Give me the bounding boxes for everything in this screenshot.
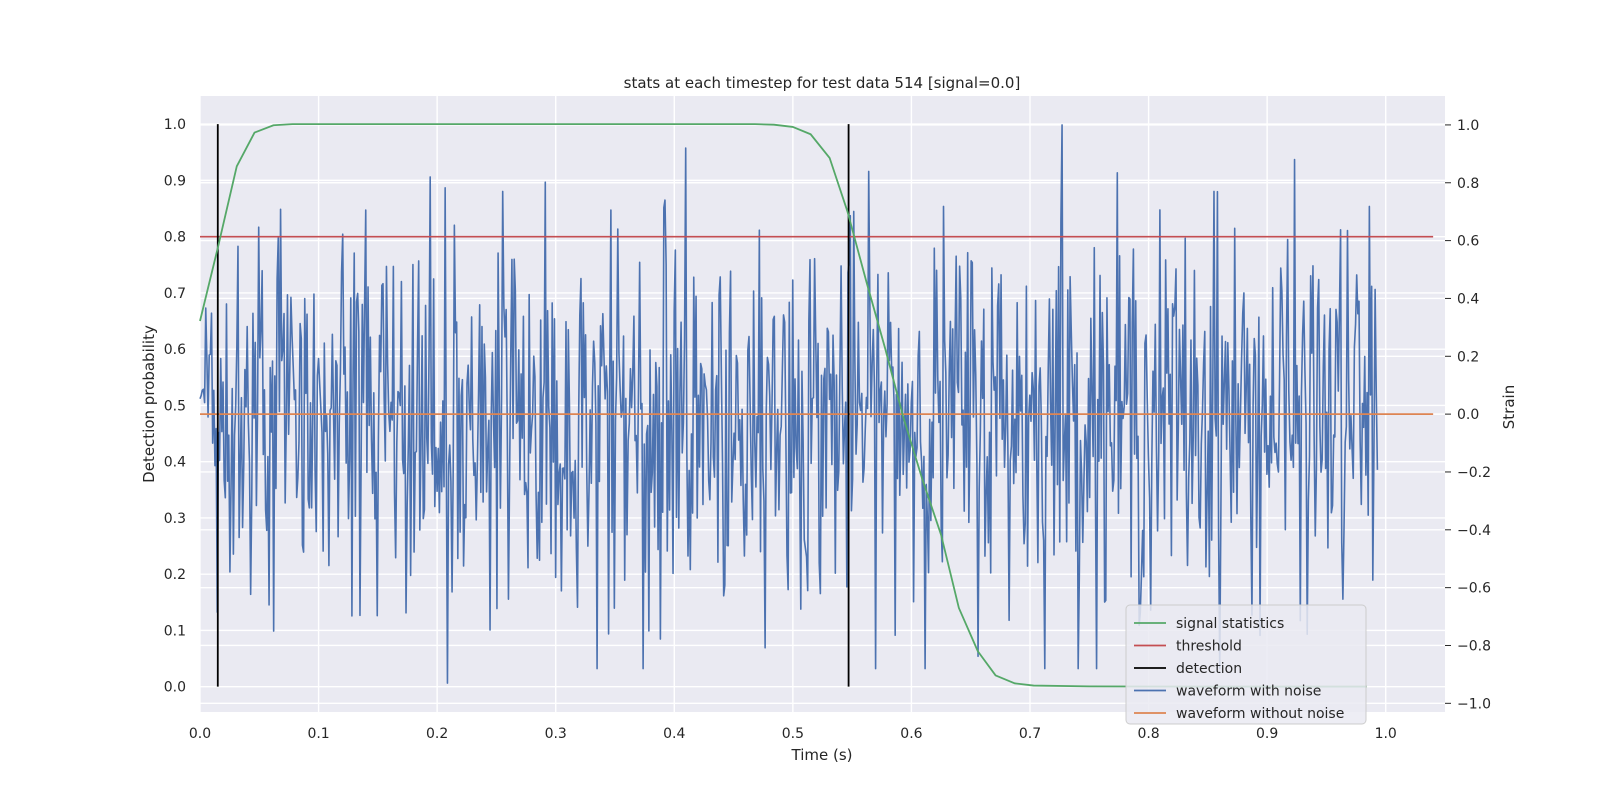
- y2-tick-label: 1.0: [1457, 118, 1479, 134]
- y-tick-label: 0.3: [164, 511, 186, 527]
- ticks: 0.0 0.1 0.2 0.3 0.4 0.5 0.6 0.7 0.8 0.9 1.0 0.0 0.1 0…: [164, 117, 1491, 742]
- y-tick-label: 0.7: [164, 286, 186, 302]
- series-layer: [199, 123, 1434, 688]
- x-tick-label: 0.9: [1256, 726, 1278, 742]
- x-tick-label: 0.5: [782, 726, 804, 742]
- x-tick-label: 1.0: [1375, 726, 1397, 742]
- chart-title: stats at each timestep for test data 514…: [624, 74, 1021, 92]
- y-tick-label: 0.1: [164, 623, 186, 639]
- x-tick-label: 0.8: [1137, 726, 1159, 742]
- x-tick-label: 0.7: [1019, 726, 1041, 742]
- y2-tick-label: −0.8: [1457, 638, 1491, 654]
- x-tick-label: 0.0: [189, 726, 211, 742]
- legend-box: [1125, 604, 1367, 725]
- y-tick-label: 0.0: [164, 680, 186, 696]
- x-tick-label: 0.3: [545, 726, 567, 742]
- legend-label: waveform without noise: [1176, 706, 1344, 722]
- y2-tick-label: −0.2: [1457, 465, 1491, 481]
- y-axis-label: Detection probability: [140, 325, 158, 483]
- y2-tick-label: 0.0: [1457, 407, 1479, 423]
- y2-tick-label: −0.6: [1457, 581, 1491, 597]
- legend-label: threshold: [1176, 639, 1242, 655]
- x-tick-label: 0.4: [663, 726, 685, 742]
- y2-tick-label: 0.2: [1457, 349, 1479, 365]
- waveform-with-noise-line: [199, 124, 1379, 684]
- y-tick-label: 0.5: [164, 398, 186, 414]
- x-tick-label: 0.1: [307, 726, 329, 742]
- y2-tick-label: −0.4: [1457, 523, 1491, 539]
- y2-tick-label: 0.6: [1457, 234, 1479, 250]
- y2-tick-label: 0.4: [1457, 291, 1479, 307]
- y2-tick-label: 0.8: [1457, 176, 1479, 192]
- legend: signal statistics threshold detection wavef…: [1125, 604, 1367, 725]
- x-tick-label: 0.2: [426, 726, 448, 742]
- legend-label: signal statistics: [1176, 616, 1284, 632]
- y2-tick-label: −1.0: [1457, 696, 1491, 712]
- y2-axis-label: Strain: [1500, 385, 1518, 429]
- y-tick-label: 1.0: [164, 117, 186, 133]
- y-tick-label: 0.8: [164, 230, 186, 246]
- y-tick-label: 0.4: [164, 455, 186, 471]
- legend-label: waveform with noise: [1176, 684, 1321, 700]
- y-tick-label: 0.9: [164, 173, 186, 189]
- y-tick-label: 0.6: [164, 342, 186, 358]
- x-axis-label: Time (s): [791, 746, 853, 764]
- signal-statistics-line: [199, 123, 1367, 688]
- legend-label: detection: [1176, 661, 1242, 677]
- x-tick-label: 0.6: [900, 726, 922, 742]
- y-tick-label: 0.2: [164, 567, 186, 583]
